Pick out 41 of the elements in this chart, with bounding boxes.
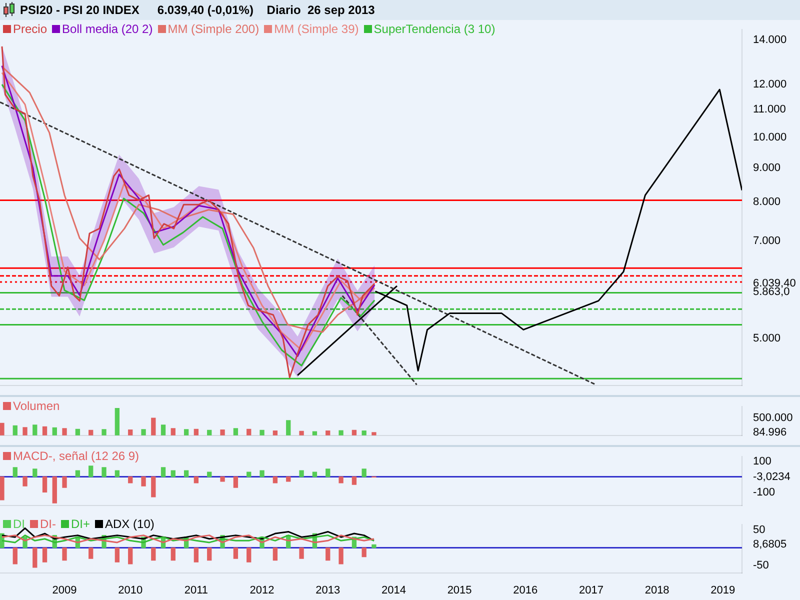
y-tick-label: 5.000 [753, 332, 781, 344]
legend-label: Boll media (20 2) [62, 22, 153, 36]
x-tick-label: 2018 [644, 584, 670, 596]
y-tick-label: -50 [753, 560, 769, 572]
y-tick-label: 7.000 [753, 234, 781, 247]
x-tick-label: 2016 [513, 584, 538, 596]
legend-label: SuperTendencia (3 10) [374, 22, 496, 36]
y-tick-label: 9.000 [753, 162, 781, 174]
x-tick-label: 2015 [447, 584, 472, 596]
legend-label: DI [13, 517, 25, 531]
y-tick-label: 8,6805 [753, 538, 787, 551]
y-tick-label: 100 [753, 455, 772, 468]
legend-label: MM (Simple 39) [274, 22, 359, 36]
chart-title: PSI20 - PSI 20 INDEX [20, 3, 140, 17]
y-tick-label: 8.000 [753, 196, 781, 208]
legend-label: DI+ [71, 517, 90, 531]
chart-subtitle: 6.039,40 (-0,01%) Diario 26 sep 2013 [157, 3, 375, 17]
y-tick-label: 50 [753, 524, 766, 536]
x-tick-label: 2019 [710, 584, 736, 596]
legend-label: MM (Simple 200) [168, 22, 260, 36]
y-tick-label: 14.000 [753, 34, 787, 46]
x-tick-label: 2009 [52, 584, 77, 596]
legend-label: DI- [40, 517, 56, 531]
legend-label: Precio [13, 22, 48, 36]
x-tick-label: 2013 [316, 584, 340, 596]
legend-label: Volumen [13, 399, 60, 413]
y-tick-label: 12.000 [753, 78, 787, 90]
x-tick-label: 2010 [118, 584, 143, 596]
x-tick-label: 2012 [250, 584, 274, 596]
legend-label: MACD-, señal (12 26 9) [13, 449, 140, 463]
x-tick-label: 2014 [381, 584, 406, 596]
y-tick-label: 10.000 [753, 131, 787, 144]
y-tick-label: 500.000 [753, 412, 793, 424]
y-tick-label: 11.000 [753, 104, 786, 116]
y-tick-label: 5.863,0 [753, 286, 790, 298]
legend-label: ADX (10) [105, 517, 154, 531]
y-tick-label: -100 [753, 486, 776, 498]
y-tick-label: -3,0234 [753, 471, 790, 484]
x-tick-label: 2017 [578, 584, 604, 596]
x-tick-label: 2011 [184, 584, 208, 596]
y-tick-label: 84.996 [753, 426, 787, 438]
